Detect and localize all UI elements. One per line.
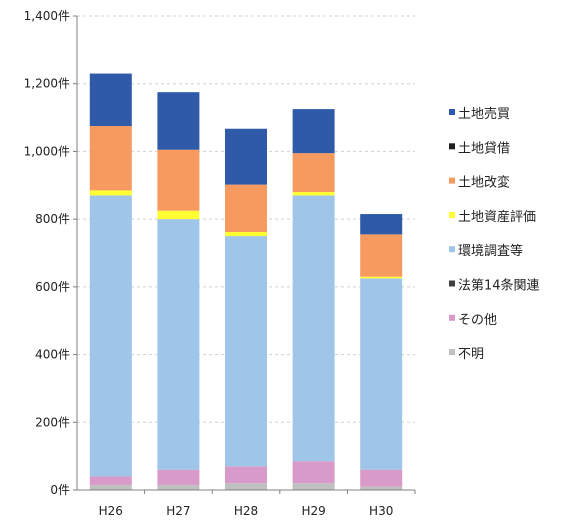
legend-swatch: [449, 143, 455, 150]
bar-segment: [225, 184, 267, 233]
bar-segment: [360, 234, 403, 277]
legend-swatch: [449, 280, 455, 287]
bar-segment: [360, 214, 403, 235]
bar-segment: [89, 195, 132, 477]
bar-segment: [157, 149, 200, 211]
bar-segment: [292, 461, 335, 484]
bar-segment: [225, 466, 267, 484]
y-tick-label: 600件: [35, 280, 70, 294]
legend-swatch: [449, 109, 455, 115]
bar-segment: [225, 128, 267, 185]
bar-segment: [157, 469, 200, 485]
bar-segment: [360, 486, 403, 490]
bar-segment: [360, 276, 403, 279]
y-tick-label: 0件: [50, 483, 70, 497]
legend-swatch: [449, 246, 455, 253]
y-tick-label: 200件: [35, 415, 70, 429]
y-tick-label: 1,200件: [24, 77, 70, 91]
x-tick-label: H30: [369, 504, 393, 517]
bar-segment: [89, 484, 132, 490]
legend-label: 不明: [458, 347, 484, 362]
y-tick-label: 1,400件: [24, 9, 70, 23]
bar-segment: [292, 153, 335, 193]
bar-segment: [157, 484, 200, 490]
legend-label: 法第14条関連: [458, 278, 540, 294]
legend-label: 土地改変: [458, 175, 510, 191]
bar-segment: [225, 483, 267, 490]
y-tick-label: 800件: [35, 212, 70, 226]
legend-swatch: [449, 314, 455, 321]
bar-segment: [292, 483, 335, 490]
bar-segment: [89, 126, 132, 191]
bar-segment: [360, 278, 403, 470]
bar-segment: [89, 190, 132, 196]
x-tick-label: H29: [301, 504, 325, 517]
legend-label: その他: [458, 313, 497, 328]
legend-swatch: [449, 211, 455, 218]
legend-label: 土地資産評価: [458, 209, 536, 225]
bar-segment: [292, 195, 335, 462]
bar-segment: [225, 232, 267, 237]
bar-segment: [157, 210, 200, 220]
legend-label: 土地売買: [458, 106, 510, 122]
x-tick-label: H26: [99, 504, 123, 517]
bar-segment: [360, 469, 403, 487]
x-tick-label: H27: [166, 504, 190, 517]
bar-segment: [157, 92, 200, 150]
legend-label: 環境調査等: [458, 243, 523, 259]
y-tick-label: 1,000件: [24, 144, 70, 158]
bar-segment: [89, 476, 132, 485]
legend-label: 土地貸借: [458, 140, 510, 156]
legend-swatch: [449, 349, 455, 356]
y-tick-label: 400件: [35, 348, 70, 362]
x-tick-label: H28: [234, 504, 258, 517]
bar-segment: [225, 236, 267, 467]
legend-swatch: [449, 177, 455, 184]
bar-segment: [157, 219, 200, 470]
bar-segment: [89, 73, 132, 127]
bar-segment: [292, 109, 335, 154]
bar-segment: [292, 192, 335, 196]
